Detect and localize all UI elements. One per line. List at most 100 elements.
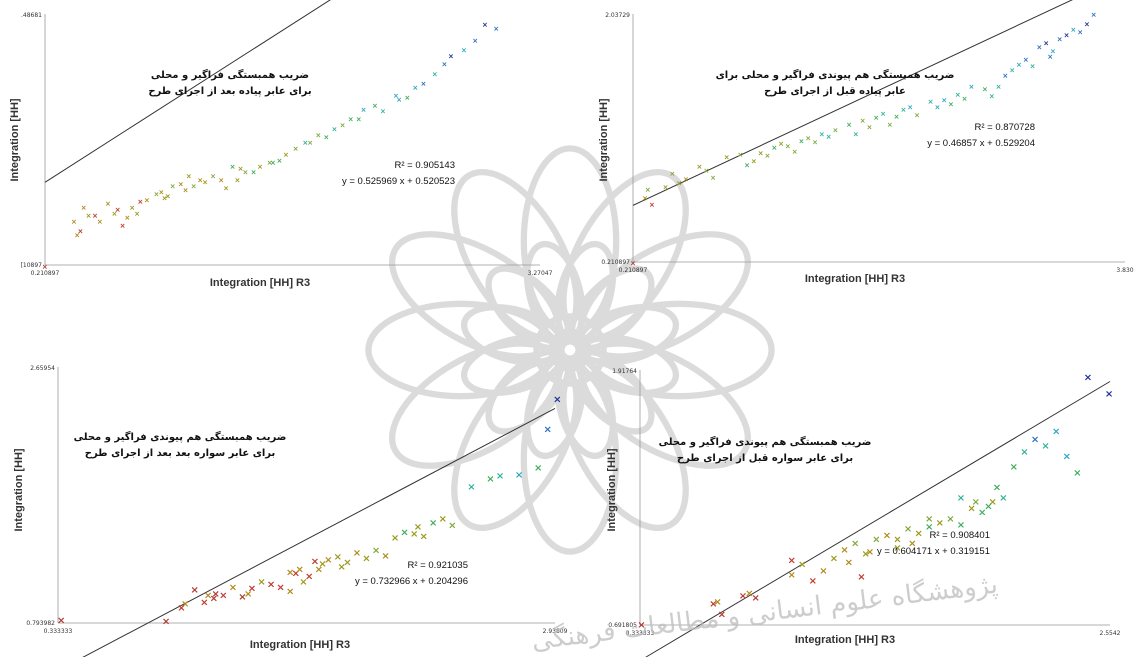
data-point: ×: [1002, 72, 1008, 80]
x-axis-label: Integration [HH] R3: [805, 273, 905, 285]
data-point: ×: [1084, 20, 1090, 28]
data-point: ×: [234, 177, 240, 185]
data-point: ×: [238, 165, 244, 173]
data-point: ×: [71, 218, 77, 226]
data-point: ×: [181, 599, 189, 610]
data-point: ×: [57, 615, 65, 626]
data-point: ×: [295, 565, 303, 576]
data-point: ×: [999, 493, 1007, 504]
data-point: ×: [248, 584, 256, 595]
data-point: ×: [819, 130, 825, 138]
data-point: ×: [197, 177, 203, 185]
data-point: ×: [787, 555, 795, 566]
r-squared-label: R² = 0.921035: [408, 560, 468, 571]
data-point: ×: [883, 530, 891, 541]
data-point: ×: [718, 609, 726, 620]
x-axis-label: Integration [HH] R3: [210, 277, 310, 289]
data-point: ×: [400, 527, 408, 538]
chart-subtitle: برای عابر سواره قبل از اجرای طرح: [677, 453, 853, 464]
data-point: ×: [900, 106, 906, 114]
data-point: ×: [448, 53, 454, 61]
data-point: ×: [496, 471, 504, 482]
regression-line: [82, 407, 556, 657]
data-point: ×: [798, 560, 806, 571]
data-point: ×: [467, 482, 475, 493]
data-point: ×: [299, 577, 307, 588]
data-point: ×: [292, 569, 300, 580]
data-point: ×: [332, 125, 338, 133]
data-point: ×: [642, 194, 648, 202]
y-tick-label-max: 2.03729: [605, 12, 630, 19]
x-tick-label-min: 0.333333: [44, 628, 73, 635]
data-point: ×: [307, 139, 313, 147]
data-point: ×: [337, 562, 345, 573]
data-point: ×: [996, 83, 1002, 91]
data-point: ×: [805, 135, 811, 143]
data-point: ×: [860, 117, 866, 125]
data-point: ×: [866, 547, 874, 558]
data-point: ×: [934, 103, 940, 111]
data-point: ×: [323, 133, 329, 141]
data-point: ×: [267, 580, 275, 591]
data-point: ×: [709, 599, 717, 610]
data-point: ×: [305, 571, 313, 582]
data-point: ×: [283, 151, 289, 159]
data-point: ×: [343, 558, 351, 569]
data-point: ×: [1030, 63, 1036, 71]
data-point: ×: [129, 204, 135, 212]
data-point: ×: [105, 200, 111, 208]
y-tick-label-max: 2.65954: [30, 365, 55, 372]
regression-line: [44, 0, 331, 183]
chart-title: ضریب همبستگی هم پیوندی فراگیر و محلی برا…: [716, 68, 955, 81]
r-squared-label: R² = 0.905143: [395, 160, 455, 171]
data-point: ×: [1016, 61, 1022, 69]
data-point: ×: [92, 212, 98, 220]
chart-subtitle: برای عابر پیاده بعد از اجرای طرح: [148, 86, 311, 97]
data-point: ×: [230, 163, 236, 171]
regression-equation-label: y = 0.46857 x + 0.529204: [927, 138, 1035, 149]
data-point: ×: [893, 543, 901, 554]
data-point: ×: [751, 158, 757, 166]
data-point: ×: [907, 103, 913, 111]
data-point: ×: [493, 25, 499, 33]
data-point: ×: [544, 425, 552, 436]
data-point: ×: [177, 603, 185, 614]
data-point: ×: [1091, 11, 1097, 19]
data-point: ×: [1052, 426, 1060, 437]
data-point: ×: [936, 518, 944, 529]
y-tick-label-min: [10897: [21, 262, 43, 269]
data-point: ×: [637, 620, 645, 631]
data-point: ×: [845, 557, 853, 568]
regression-equation-label: y = 0.732966 x + 0.204296: [355, 576, 468, 587]
data-point: ×: [286, 586, 294, 597]
data-point: ×: [1063, 451, 1071, 462]
data-point: ×: [724, 154, 730, 162]
data-point: ×: [361, 106, 367, 114]
data-point: ×: [334, 552, 342, 563]
data-point: ×: [210, 593, 218, 604]
y-tick-label-max: 1.91764: [612, 368, 637, 375]
data-point: ×: [238, 592, 246, 603]
data-point: ×: [414, 522, 422, 533]
data-point: ×: [137, 198, 143, 206]
data-point: ×: [972, 497, 980, 508]
data-point: ×: [663, 183, 669, 191]
data-point: ×: [826, 133, 832, 141]
data-point: ×: [439, 514, 447, 525]
data-point: ×: [683, 175, 689, 183]
data-point: ×: [645, 186, 651, 194]
data-point: ×: [318, 559, 326, 570]
data-point: ×: [204, 591, 212, 602]
chart-title: ضریب همبستگی هم پیوندی فراگیر و محلی: [74, 430, 287, 443]
data-point: ×: [978, 508, 986, 519]
y-axis-label: Integration [HH]: [13, 448, 25, 531]
data-point: ×: [1070, 26, 1076, 34]
data-point: ×: [946, 514, 954, 525]
chart-title: ضریب همبستگی هم پیوندی فراگیر و محلی: [659, 435, 872, 448]
data-point: ×: [381, 551, 389, 562]
data-point: ×: [758, 149, 764, 157]
data-point: ×: [778, 140, 784, 148]
